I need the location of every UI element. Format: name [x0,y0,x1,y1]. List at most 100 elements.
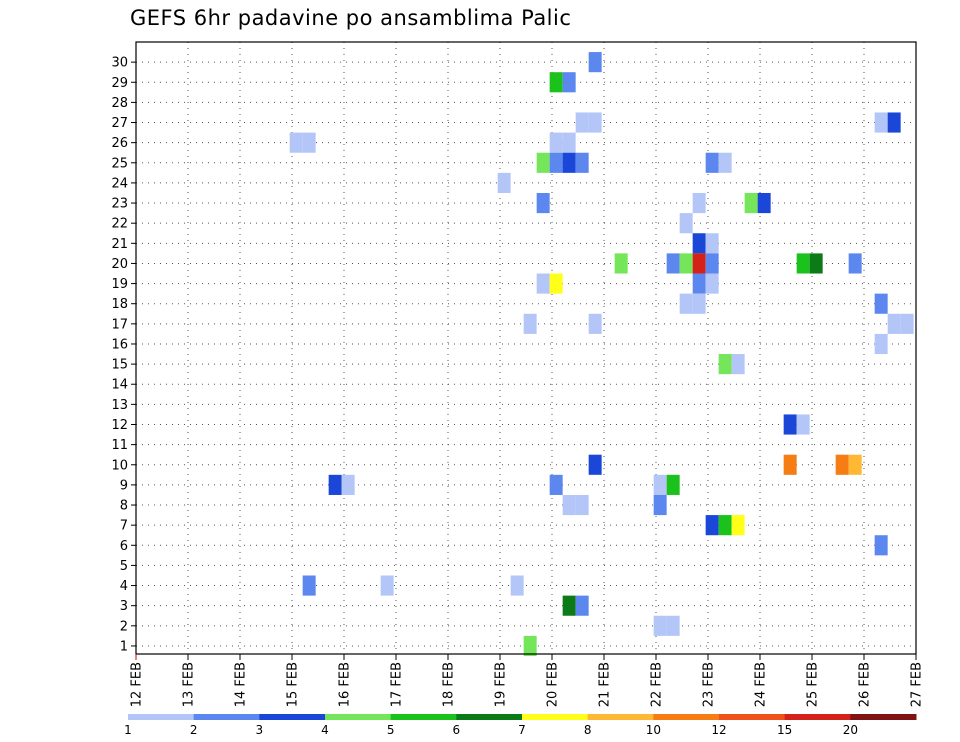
heatmap-cell [588,313,602,334]
heatmap-cell [562,72,576,93]
y-tick-label: 9 [120,478,128,493]
heatmap-cell [887,112,901,133]
heatmap-cell [705,233,719,254]
heatmap-cell [575,152,589,173]
heatmap-cell [666,253,680,274]
legend-label: 15 [777,723,792,737]
heatmap-cell [705,152,719,173]
heatmap-cell [679,213,693,234]
y-tick-label: 18 [111,297,128,312]
heatmap-cell [549,273,563,294]
legend-swatch [259,714,326,720]
heatmap-cell [536,273,550,294]
y-tick-label: 24 [111,176,128,191]
heatmap-cell [718,354,732,375]
x-tick-label: 15 FEB [286,662,301,707]
x-tick-label: 17 FEB [390,662,405,707]
heatmap-cell [575,595,589,616]
y-tick-label: 2 [120,619,128,634]
heatmap-cell [562,494,576,516]
heatmap-cell [705,253,719,274]
y-tick-label: 27 [111,116,128,131]
heatmap-cell [692,253,706,274]
legend-label: 3 [256,723,264,737]
y-tick-label: 30 [111,56,128,71]
y-tick-label: 7 [120,519,128,534]
x-tick-label: 21 FEB [598,662,613,707]
heatmap-cell [679,253,693,274]
heatmap-cell [289,132,303,153]
y-tick-label: 20 [111,257,128,272]
legend-label: 4 [321,723,329,737]
heatmap-cell [679,293,693,314]
heatmap-cell [731,354,745,375]
heatmap-cell [536,192,550,214]
y-tick-label: 6 [120,539,128,554]
legend-swatch [522,714,589,720]
heatmap-cell [848,253,862,274]
heatmap-cell [549,72,563,93]
y-tick-label: 28 [111,96,128,111]
heatmap-cell [705,515,719,536]
heatmap-cell [718,515,732,536]
y-tick-label: 15 [111,358,128,373]
legend-label: 10 [646,723,661,737]
heatmap-cell [588,454,602,475]
heatmap-cell [302,132,316,153]
heatmap-cell [328,474,342,495]
y-tick-label: 23 [111,197,128,212]
legend-label: 5 [387,723,395,737]
x-tick-label: 12 FEB [130,662,145,707]
legend-label: 20 [843,723,858,737]
legend-label: 1 [124,723,132,737]
heatmap-cell [705,273,719,294]
heatmap-cell [692,293,706,314]
heatmap-cell [562,152,576,173]
heatmap-cell [900,313,914,334]
plot-frame [135,41,917,655]
y-tick-label: 21 [111,237,128,252]
heatmap-cell [523,313,537,334]
legend-swatch [390,714,457,720]
heatmap-cell [653,474,667,495]
x-tick-label: 25 FEB [806,662,821,707]
heatmap-cell [783,454,797,475]
heatmap-cell [653,615,667,636]
legend-swatch [128,714,195,720]
y-tick-label: 14 [111,378,128,393]
heatmap-cell [510,575,524,596]
heatmap-cell [809,253,823,274]
x-tick-label: 18 FEB [442,662,457,707]
heatmap-cell [562,595,576,616]
color-legend: 1 2 3 4 5 6 7 8 10 12 15 20 [124,714,917,737]
legend-swatch [850,714,917,720]
heatmap-cell [562,132,576,153]
x-axis: 12 FEB 13 FEB 14 FEB 15 FEB 16 FEB 17 FEB 18 F… [130,654,925,707]
heatmap-cell [731,515,745,536]
y-tick-label: 1 [120,639,128,654]
y-tick-label: 12 [111,418,128,433]
y-tick-label: 16 [111,337,128,352]
legend-swatch [784,714,851,720]
x-tick-label: 19 FEB [494,662,509,707]
legend-label: 8 [584,723,592,737]
heatmap-cell [653,494,667,516]
heatmap-cell [848,454,862,475]
y-axis: 1234567891011121314151617181920212223242… [111,56,136,654]
heatmap-cell [341,474,355,495]
x-tick-label: 24 FEB [754,662,769,707]
heatmap-cell [796,414,810,435]
y-tick-label: 26 [111,136,128,151]
heatmap-cell [614,253,628,274]
heatmap-cell [757,192,771,214]
x-tick-label: 26 FEB [858,662,873,707]
y-tick-label: 25 [111,156,128,171]
legend-label: 2 [190,723,198,737]
y-tick-label: 10 [111,458,128,473]
heatmap-cell [783,414,797,435]
heatmap-cell [874,293,888,314]
y-tick-label: 11 [111,438,128,453]
y-tick-label: 19 [111,277,128,292]
y-tick-label: 5 [120,559,128,574]
